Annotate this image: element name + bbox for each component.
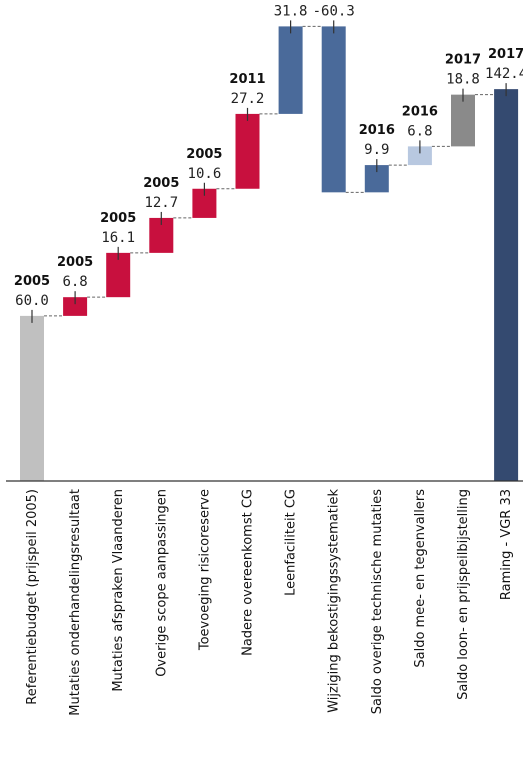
year-label-11: 2017	[488, 47, 523, 62]
value-label-8: 9.9	[364, 142, 389, 158]
value-label-4: 10.6	[188, 166, 222, 182]
value-label-5: 27.2	[231, 91, 265, 107]
value-label-9: 6.8	[407, 123, 432, 139]
year-label-8: 2016	[359, 123, 395, 138]
year-label-2: 2005	[100, 211, 136, 226]
year-label-4: 2005	[186, 147, 222, 162]
category-label-10: Saldo loon- en prijspeilbijstelling	[456, 489, 471, 700]
category-label-2: Mutaties afspraken Vlaanderen	[111, 489, 126, 692]
category-label-7: Wijziging bekostigingssystematiek	[327, 489, 342, 713]
bars-group	[20, 26, 519, 481]
value-label-11: 142.4	[485, 66, 523, 82]
connector-lines	[44, 25, 495, 317]
bar-10	[451, 94, 475, 147]
value-label-6: 31.8	[274, 3, 308, 19]
category-label-4: Toevoeging risicoreserve	[197, 489, 212, 651]
value-labels-group: 60.0 2005 6.8 2005 16.1 2005 12.7 2005 10.6 2005 2…	[14, 3, 523, 309]
bar-5	[235, 113, 260, 189]
category-label-3: Overige scope aanpassingen	[154, 489, 169, 677]
year-label-9: 2016	[402, 104, 438, 119]
value-label-1: 6.8	[62, 274, 87, 290]
category-label-5: Nadere overeenkomst CG	[241, 489, 256, 656]
value-label-2: 16.1	[101, 230, 135, 246]
category-label-0: Referentiebudget (prijspeil 2005)	[25, 489, 40, 705]
year-label-5: 2011	[229, 72, 265, 87]
value-label-10: 18.8	[446, 72, 480, 88]
category-label-9: Saldo mee- en tegenvallers	[413, 489, 428, 668]
bar-0	[20, 315, 44, 481]
value-label-3: 12.7	[144, 195, 178, 211]
error-ticks	[31, 20, 507, 323]
bar-9	[407, 146, 432, 166]
bar-2	[106, 252, 131, 298]
year-label-3: 2005	[143, 176, 179, 191]
year-label-1: 2005	[57, 255, 93, 270]
category-labels-group: Referentiebudget (prijspeil 2005) Mutatie…	[25, 489, 514, 716]
category-label-8: Saldo overige technische mutaties	[370, 489, 385, 714]
category-label-11: Raming - VGR 33	[499, 489, 514, 600]
year-label-10: 2017	[445, 53, 481, 68]
bar-6	[278, 26, 303, 114]
bar-11	[494, 89, 519, 481]
value-label-7: -60.3	[313, 3, 355, 19]
category-label-1: Mutaties onderhandelingsresultaat	[68, 489, 83, 716]
bar-7	[321, 26, 346, 193]
year-label-0: 2005	[14, 274, 50, 289]
bar-1	[63, 297, 88, 316]
category-label-6: Leenfaciliteit CG	[284, 489, 299, 596]
value-label-0: 60.0	[15, 293, 49, 309]
